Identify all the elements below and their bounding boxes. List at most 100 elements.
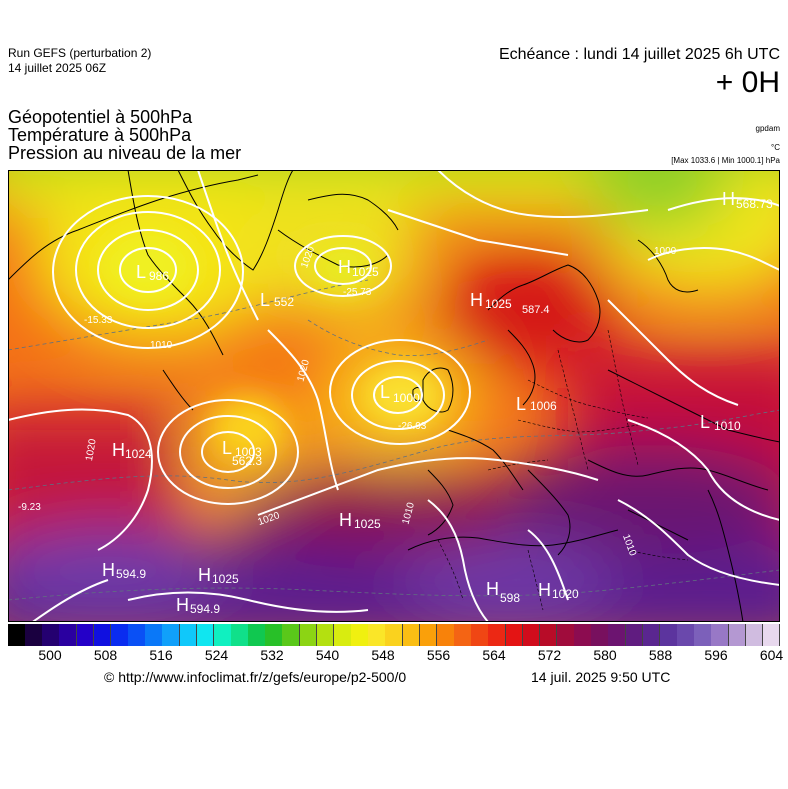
render-timestamp: 14 juil. 2025 9:50 UTC	[531, 669, 671, 685]
color-swatch	[471, 624, 489, 646]
title-temperature: Température à 500hPa	[8, 125, 192, 145]
color-swatch	[196, 624, 215, 646]
color-swatch	[711, 624, 730, 646]
color-swatch	[179, 624, 198, 646]
map-titles: Géopotentiel à 500hPa Température à 500h…	[8, 108, 241, 162]
run-model: Run GEFS (perturbation 2)	[8, 46, 152, 60]
svg-text:1020: 1020	[552, 587, 579, 601]
low-1010: L 1010	[700, 412, 741, 433]
svg-text:594.9: 594.9	[190, 602, 220, 616]
color-scale	[8, 624, 781, 646]
color-swatch	[522, 624, 541, 646]
scale-tick: 548	[371, 647, 395, 663]
color-swatch	[128, 624, 146, 646]
svg-text:598: 598	[500, 591, 520, 605]
color-swatch	[145, 624, 163, 646]
svg-text:L: L	[380, 382, 390, 402]
color-swatch	[93, 624, 112, 646]
svg-text:-15.33: -15.33	[84, 315, 113, 326]
color-swatch	[248, 624, 266, 646]
title-pressure: Pression au niveau de la mer	[8, 143, 242, 163]
color-swatch	[42, 624, 60, 646]
svg-text:-9.23: -9.23	[18, 502, 41, 513]
color-swatch	[659, 624, 678, 646]
color-swatch	[591, 624, 609, 646]
high-greenland: H 1025	[338, 257, 379, 279]
svg-text:552: 552	[274, 295, 294, 309]
high-1025-norway: H 1025	[470, 290, 512, 311]
scale-tick: 596	[704, 647, 728, 663]
svg-text:H: H	[198, 565, 211, 585]
low-1006: L 1006	[516, 394, 557, 414]
high-1024: H 1024	[112, 440, 152, 461]
color-swatch	[556, 624, 575, 646]
forecast-time: Echéance : lundi 14 juillet 2025 6h UTC	[498, 46, 780, 63]
svg-text:1010: 1010	[714, 419, 741, 433]
color-swatch	[436, 624, 455, 646]
svg-text:H: H	[176, 595, 189, 615]
svg-text:H: H	[538, 580, 551, 600]
color-swatch	[282, 624, 301, 646]
color-swatch	[625, 624, 644, 646]
scale-tick: 508	[93, 647, 118, 663]
svg-text:L: L	[222, 438, 232, 458]
svg-text:1025: 1025	[354, 517, 381, 531]
color-swatch	[419, 624, 438, 646]
color-swatch	[539, 624, 558, 646]
scale-tick: 532	[260, 647, 284, 663]
geopotential-field: H 1024 H 1025 H 1025 H 1025 H 1020 H 594.9 H 59…	[8, 170, 780, 622]
scale-tick: 572	[537, 647, 562, 663]
color-swatch	[574, 624, 592, 646]
svg-text:L: L	[516, 394, 526, 414]
run-info: Run GEFS (perturbation 2) 14 juillet 202…	[8, 46, 151, 76]
scale-tick: 556	[426, 647, 451, 663]
coastlines	[8, 170, 780, 622]
color-swatch	[454, 624, 472, 646]
unit-gpdam: gpdam	[755, 124, 780, 133]
color-swatch	[265, 624, 283, 646]
svg-text:1010: 1010	[150, 340, 173, 351]
color-swatch	[677, 624, 695, 646]
color-swatch	[351, 624, 369, 646]
svg-text:1000: 1000	[654, 246, 677, 257]
svg-text:1025: 1025	[485, 297, 512, 311]
svg-text:H: H	[338, 257, 351, 277]
color-swatch	[333, 624, 352, 646]
unit-celsius: °C	[771, 143, 780, 152]
svg-text:H: H	[722, 189, 735, 209]
isobars	[8, 170, 780, 622]
pressure-systems: H 1024 H 1025 H 1025 H 1025 H 1020 H 594.9 H 59…	[102, 189, 773, 616]
color-swatch	[385, 624, 404, 646]
high-594-south: H 594.9	[176, 595, 220, 616]
borders	[437, 329, 689, 611]
svg-text:H: H	[486, 579, 499, 599]
high-1025-atlantic: H 1025	[198, 565, 239, 586]
low-986: L 986	[136, 262, 169, 283]
high-1020-sahara: H 1020	[538, 580, 579, 601]
scale-tick: 580	[593, 647, 617, 663]
svg-text:1003: 1003	[235, 445, 262, 459]
svg-text:1025: 1025	[212, 572, 239, 586]
svg-text:H: H	[112, 440, 125, 460]
svg-text:1006: 1006	[530, 399, 557, 413]
scale-tick: 564	[482, 647, 506, 663]
svg-text:L: L	[260, 290, 270, 310]
color-swatch	[368, 624, 386, 646]
color-swatch	[25, 624, 43, 646]
low-562-value: 562.3	[232, 454, 262, 468]
scale-tick: 540	[315, 647, 340, 663]
svg-text:587.4: 587.4	[522, 304, 550, 316]
temperature-labels: -15.33 -25.73 -26.93 -9.23 587.4	[18, 287, 550, 513]
svg-text:568.73: 568.73	[736, 197, 773, 211]
color-swatch	[231, 624, 249, 646]
svg-text:1024: 1024	[125, 447, 152, 461]
svg-text:594.9: 594.9	[116, 567, 146, 581]
color-swatch	[162, 624, 181, 646]
color-swatch	[8, 624, 26, 646]
svg-text:L: L	[700, 412, 710, 432]
scale-tick: 524	[204, 647, 229, 663]
color-swatch	[316, 624, 335, 646]
color-swatch	[745, 624, 764, 646]
low-552: L 552	[260, 290, 294, 310]
pressure-extremes: [Max 1033.6 | Min 1000.1] hPa	[671, 156, 780, 165]
